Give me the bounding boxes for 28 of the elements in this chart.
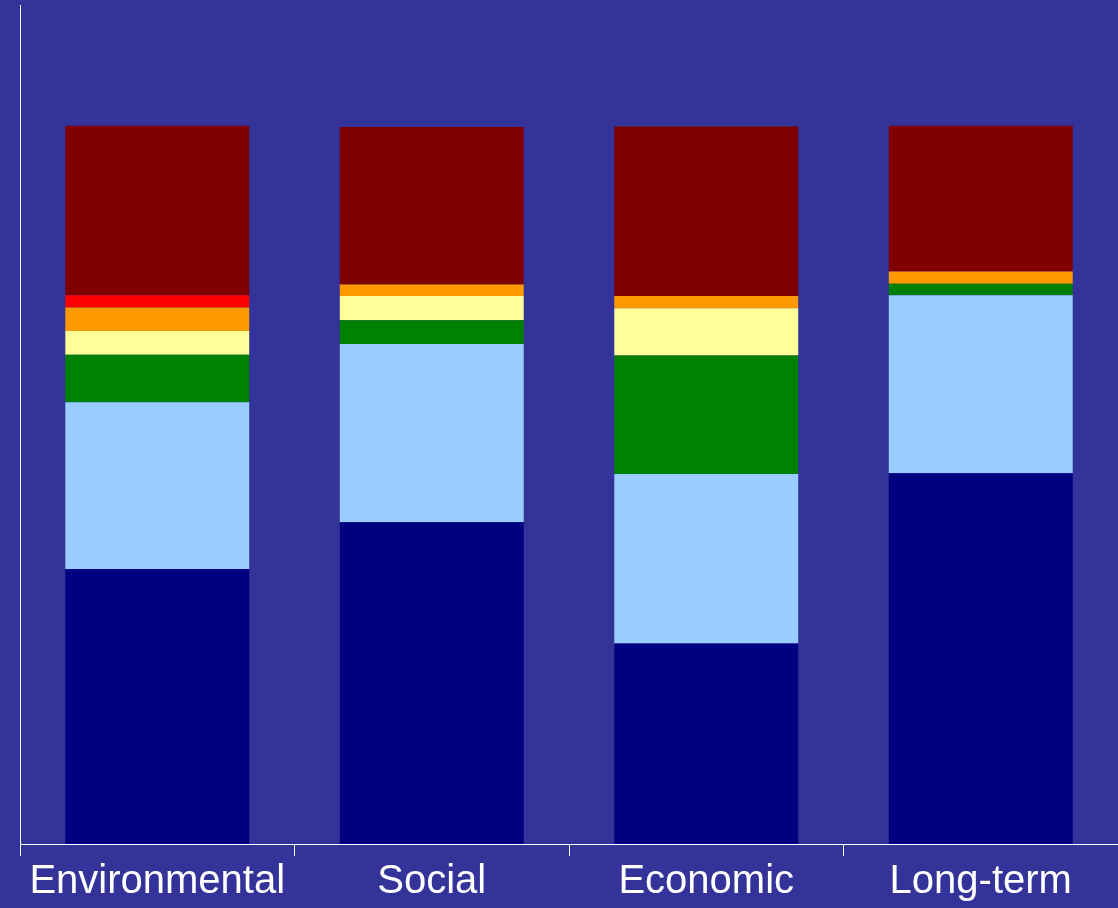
bar — [65, 402, 250, 569]
bar — [339, 295, 524, 321]
bar — [65, 295, 250, 308]
bar — [614, 126, 799, 296]
bar — [339, 127, 524, 285]
bar — [888, 473, 1073, 844]
bar — [339, 344, 524, 523]
bar — [614, 355, 799, 475]
bar — [888, 295, 1073, 474]
x-tick-label: Social — [377, 857, 487, 902]
bar — [888, 271, 1073, 284]
bar — [65, 331, 250, 355]
x-tick-label: Long-term — [889, 857, 1072, 902]
bar — [614, 474, 799, 644]
bar — [339, 284, 524, 296]
bar — [65, 568, 250, 844]
bar — [65, 354, 250, 403]
bar — [339, 320, 524, 345]
x-tick-label: Economic — [618, 857, 795, 902]
bar — [614, 295, 799, 309]
bar — [614, 308, 799, 356]
bar — [888, 125, 1073, 272]
bar — [65, 125, 250, 296]
bar — [888, 283, 1073, 296]
x-tick-label: Environmental — [29, 857, 286, 902]
bar — [65, 307, 250, 332]
bar — [339, 522, 524, 844]
bar — [614, 643, 799, 844]
